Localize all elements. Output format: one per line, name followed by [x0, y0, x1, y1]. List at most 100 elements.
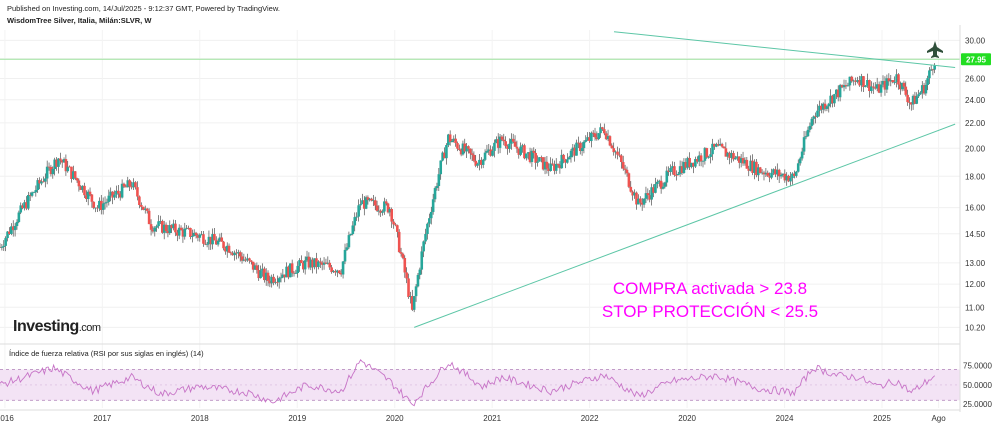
candle-body [318, 261, 322, 263]
candle-body [290, 263, 294, 273]
candle-body [277, 278, 281, 283]
candle-body [692, 162, 695, 167]
candle-body [60, 160, 64, 163]
candle-body [730, 153, 733, 158]
candle-body [766, 172, 770, 176]
candle-body [873, 87, 877, 89]
rsi-tick-label: 75.0000 [963, 362, 992, 371]
candle-body [266, 272, 270, 281]
candle-body [375, 205, 379, 211]
candle-body [25, 202, 28, 209]
x-tick-label: 2020 [678, 414, 696, 423]
candle-body [240, 256, 244, 261]
candle-body [313, 258, 316, 268]
candle-body [177, 227, 181, 236]
candle-body [820, 105, 823, 110]
candle-body [72, 171, 75, 179]
candle-body [227, 245, 231, 253]
candle-body [468, 148, 472, 154]
candle-body [511, 138, 515, 142]
candle-body [695, 159, 699, 162]
candle-body [298, 260, 301, 266]
candle-body [736, 156, 739, 158]
candle-body [751, 160, 754, 173]
candle-body [409, 296, 412, 298]
candle-body [556, 163, 560, 165]
candle-body [454, 138, 457, 144]
candle-body [439, 160, 443, 175]
candle-body [381, 211, 384, 213]
candle-body [88, 191, 92, 195]
candle-body [893, 82, 897, 83]
candle-body [502, 139, 506, 142]
airplane-icon [927, 41, 943, 58]
candle-body [612, 148, 616, 153]
candle-body [21, 205, 24, 209]
candle-body [429, 211, 433, 219]
candle-body [823, 103, 827, 109]
candle-body [90, 194, 94, 202]
candle-body [487, 149, 491, 152]
candle-body [359, 204, 362, 206]
candle-body [644, 193, 648, 199]
candle-body [582, 141, 586, 149]
candle-body [250, 260, 253, 262]
candle-body [707, 156, 711, 158]
candle-body [715, 144, 718, 147]
candle-body [481, 159, 485, 165]
candle-body [755, 161, 758, 176]
candle-body [726, 152, 730, 157]
candle-body [130, 186, 133, 188]
candle-body [441, 152, 444, 161]
candle-body [724, 148, 728, 157]
candle-body [510, 138, 513, 144]
candle-body [519, 146, 522, 155]
candle-body [264, 272, 268, 281]
candle-body [75, 178, 79, 181]
x-tick-label: 2016 [0, 414, 14, 423]
candle-body [476, 163, 479, 166]
candle-body [281, 274, 285, 278]
candle-body [448, 134, 452, 143]
candle-body [513, 141, 517, 147]
candle-body [64, 159, 68, 172]
candle-body [259, 270, 262, 279]
candle-body [785, 175, 789, 181]
candle-body [860, 76, 863, 86]
candle-body [829, 95, 832, 104]
candle-body [246, 258, 249, 261]
candle-body [222, 241, 225, 249]
candle-body [157, 221, 160, 227]
candle-body [709, 154, 712, 157]
rsi-tick-label: 25.0000 [963, 400, 992, 409]
candle-body [554, 163, 558, 171]
candle-body [283, 274, 287, 278]
candle-body [203, 243, 207, 245]
candle-body [779, 175, 783, 177]
candle-body [62, 159, 66, 163]
candle-body [307, 256, 311, 268]
candle-body [539, 157, 543, 158]
y-tick-label: 24.00 [965, 96, 986, 105]
candle-body [81, 185, 84, 190]
candle-body [493, 142, 496, 151]
candle-body [929, 69, 933, 71]
candle-body [756, 167, 760, 176]
candle-body [506, 146, 509, 149]
candle-body [134, 182, 137, 188]
rsi-line [0, 359, 936, 407]
candle-body [361, 200, 364, 205]
candle-body [590, 132, 593, 142]
candle-body [196, 235, 200, 238]
candle-body [850, 76, 854, 82]
candle-body [480, 159, 483, 165]
candle-body [86, 191, 90, 200]
candle-body [40, 181, 43, 184]
candle-body [214, 240, 218, 245]
candle-body [734, 157, 737, 160]
candle-body [770, 172, 773, 178]
candle-body [59, 158, 62, 161]
candle-body [614, 151, 617, 153]
candle-body [301, 262, 305, 270]
